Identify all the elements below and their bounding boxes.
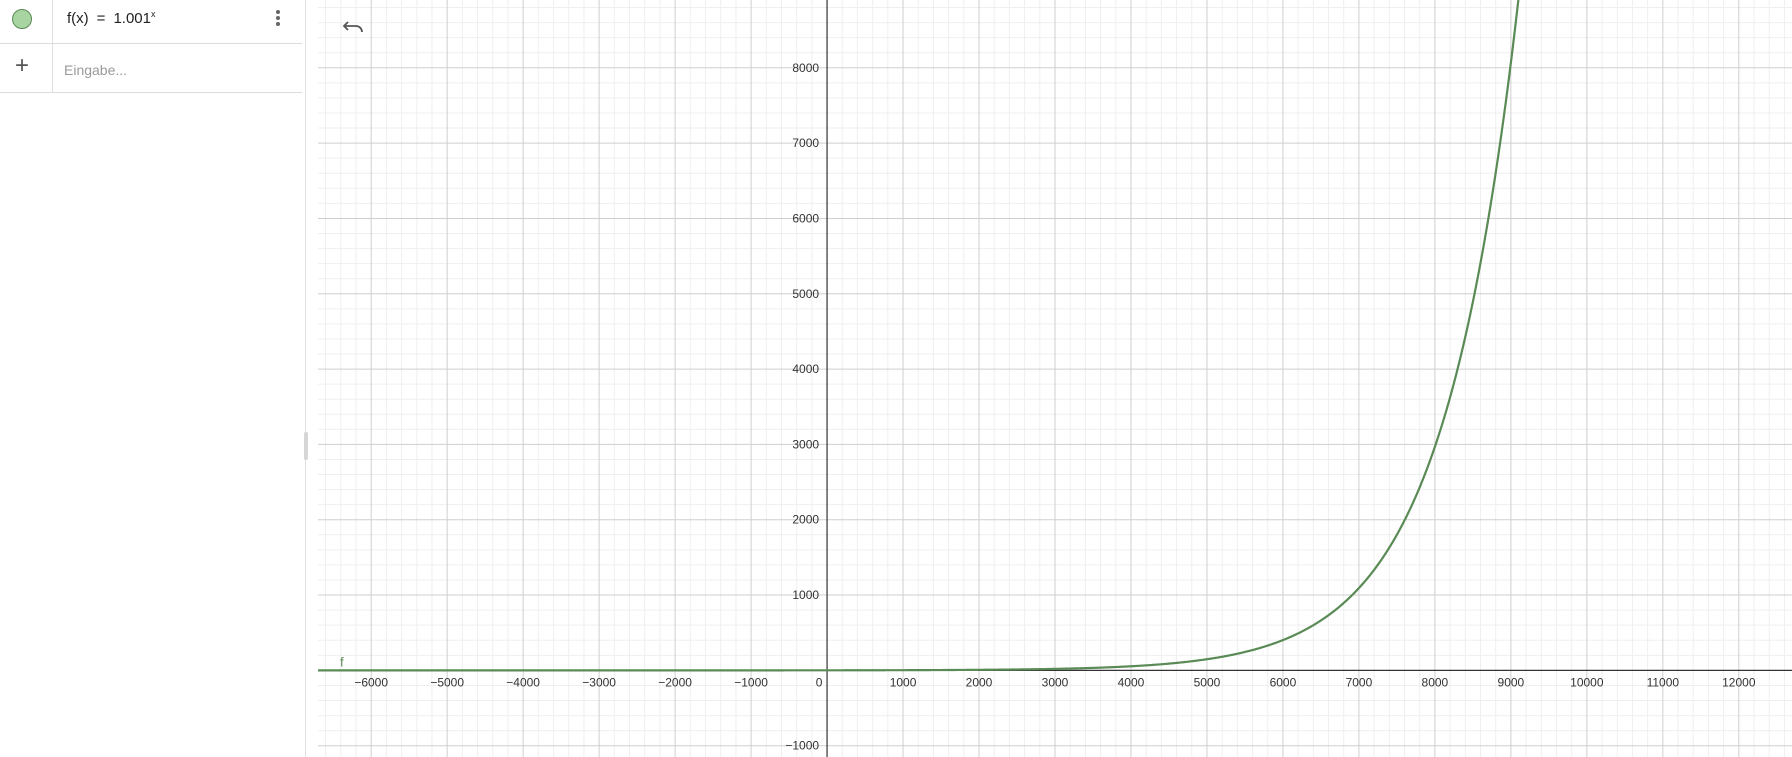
y-tick-label: 2000 bbox=[792, 513, 819, 527]
row-divider bbox=[52, 0, 53, 43]
undo-button[interactable] bbox=[340, 12, 370, 38]
algebra-input[interactable] bbox=[62, 58, 296, 82]
x-tick-label: 11000 bbox=[1647, 675, 1680, 689]
y-tick-label: 3000 bbox=[792, 437, 819, 451]
x-tick-label: −4000 bbox=[506, 675, 540, 689]
row-divider bbox=[52, 44, 53, 92]
y-tick-label: 1000 bbox=[792, 588, 819, 602]
y-tick-label: 8000 bbox=[792, 61, 819, 75]
x-tick-label: 10000 bbox=[1570, 675, 1604, 689]
x-tick-label: 8000 bbox=[1422, 675, 1449, 689]
algebra-input-row: + bbox=[0, 44, 302, 93]
function-label: f bbox=[340, 654, 344, 669]
y-tick-label: −1000 bbox=[785, 739, 819, 753]
x-tick-label: 0 bbox=[816, 675, 823, 689]
undo-icon bbox=[342, 21, 363, 33]
algebra-view: f(x) = 1.001x + bbox=[0, 0, 306, 757]
panel-resize-handle[interactable] bbox=[304, 432, 308, 460]
x-tick-label: 2000 bbox=[966, 675, 993, 689]
x-tick-label: 1000 bbox=[890, 675, 917, 689]
x-tick-label: 5000 bbox=[1194, 675, 1221, 689]
algebra-item-f[interactable]: f(x) = 1.001x bbox=[0, 0, 302, 44]
x-tick-label: 9000 bbox=[1498, 675, 1525, 689]
y-tick-label: 5000 bbox=[792, 287, 819, 301]
function-exponent: x bbox=[150, 9, 156, 19]
x-tick-label: −6000 bbox=[354, 675, 388, 689]
function-definition[interactable]: f(x) = 1.001x bbox=[67, 9, 155, 27]
function-base: 1.001 bbox=[113, 10, 151, 27]
x-tick-label: 7000 bbox=[1346, 675, 1373, 689]
graph-canvas[interactable]: −6000 −5000 −4000 −3000 −2000 −1000 0 1000 2000 3… bbox=[318, 0, 1792, 757]
equals-sign: = bbox=[96, 10, 106, 27]
function-curve-f[interactable] bbox=[318, 0, 1520, 672]
x-tick-label: −1000 bbox=[734, 675, 768, 689]
graphics-view[interactable]: −6000 −5000 −4000 −3000 −2000 −1000 0 1000 2000 3… bbox=[318, 0, 1792, 757]
x-tick-label: −2000 bbox=[658, 675, 692, 689]
x-tick-label: 6000 bbox=[1270, 675, 1297, 689]
visibility-toggle[interactable] bbox=[12, 9, 32, 29]
y-tick-label: 4000 bbox=[792, 362, 819, 376]
y-tick-label: 6000 bbox=[792, 211, 819, 225]
x-tick-label: 12000 bbox=[1722, 675, 1756, 689]
x-tick-label: 4000 bbox=[1118, 675, 1145, 689]
function-lhs: f(x) bbox=[67, 10, 89, 27]
x-tick-label: −3000 bbox=[582, 675, 616, 689]
plus-icon[interactable]: + bbox=[14, 52, 29, 79]
more-options-icon[interactable] bbox=[270, 8, 286, 32]
x-tick-label: 3000 bbox=[1042, 675, 1069, 689]
x-tick-label: −5000 bbox=[430, 675, 464, 689]
y-tick-label: 7000 bbox=[792, 136, 819, 150]
